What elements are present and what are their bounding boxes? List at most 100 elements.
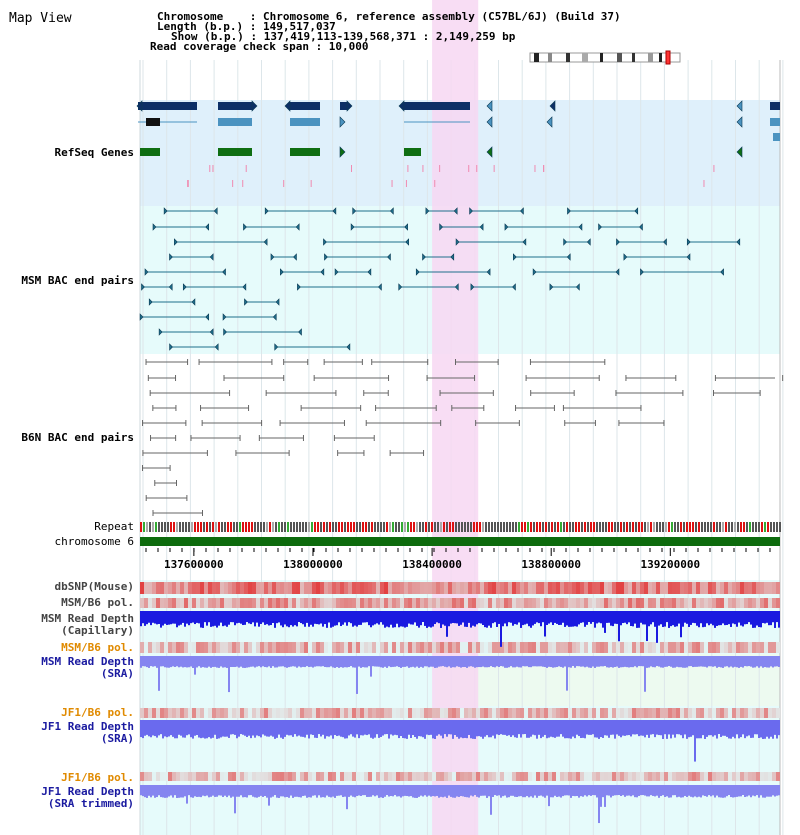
msm-depth-cap-bar — [354, 611, 356, 626]
dbsnp-heat-cell — [204, 582, 208, 594]
msm-depth-cap-bar — [412, 611, 414, 625]
jf1-pol2-heat-cell — [588, 772, 592, 781]
msm-depth-sra-bar — [350, 656, 352, 667]
jf1-depth-trim-bar — [484, 785, 486, 796]
jf1-depth-bar — [536, 720, 538, 739]
msm-depth-cap-bar — [184, 611, 186, 627]
msm-depth-cap-bar — [466, 611, 468, 627]
msm-depth-cap-bar — [288, 611, 290, 628]
repeat-element — [521, 522, 523, 532]
msm-depth-cap-bar — [518, 611, 520, 623]
msm-depth-cap-bar — [722, 611, 724, 624]
track-label-msm-bac[interactable]: MSM BAC end pairs — [21, 274, 134, 287]
msm-depth-cap-bar — [248, 611, 250, 624]
jf1-pol-heat-cell — [368, 708, 372, 718]
msm-depth-cap-bar — [200, 611, 202, 628]
msm-depth-sra-bar — [688, 656, 690, 667]
strand-arrow-icon — [634, 207, 639, 215]
repeat-element — [170, 522, 172, 532]
jf1-depth-trim-bar — [778, 785, 780, 796]
jf1-depth-trim-bar — [388, 785, 390, 797]
jf1-depth-trim-bar — [306, 785, 308, 798]
msm-depth-cap-bar — [442, 611, 444, 625]
msm-pol-sra-heat-cell — [660, 642, 664, 653]
jf1-depth-trim-bar — [414, 785, 416, 798]
jf1-depth-bar — [466, 720, 468, 739]
jf1-depth-bar — [312, 720, 314, 735]
repeat-element — [554, 522, 556, 532]
jf1-pol-heat-cell — [408, 708, 412, 718]
refseq-gene-green — [404, 148, 421, 156]
jf1-depth-trim-bar — [208, 785, 210, 798]
strand-arrow-icon — [136, 100, 143, 112]
msm-depth-sra-bar — [154, 656, 156, 667]
msm-pol-cap-heat-cell — [272, 598, 276, 608]
msm-depth-sra-bar — [344, 656, 346, 668]
dbsnp-heat-cell — [664, 582, 668, 594]
msm-pol-sra-heat-cell — [604, 642, 608, 653]
jf1-depth-bar — [520, 720, 522, 738]
dbsnp-heat-cell — [300, 582, 304, 594]
refseq-tick — [434, 180, 436, 187]
msm-depth-sra-bar — [246, 656, 248, 668]
track-label-refseq[interactable]: RefSeq Genes — [54, 146, 134, 159]
strand-arrow-icon — [404, 223, 408, 231]
msm-depth-sra-bar — [558, 656, 560, 667]
msm-depth-cap-bar — [582, 611, 584, 623]
msm-pol-cap-heat-cell — [428, 598, 432, 608]
dbsnp-heat-cell — [512, 582, 516, 594]
jf1-depth-bar — [372, 720, 374, 739]
msm-depth-sra-bar — [316, 656, 318, 667]
jf1-pol-heat-cell — [416, 708, 420, 718]
msm-depth-cap-bar — [144, 611, 146, 626]
msm-depth-cap-bar — [616, 611, 618, 624]
jf1-pol-heat-cell — [520, 708, 524, 718]
jf1-depth-trim-bar — [590, 785, 592, 796]
info-chromosome: Chromosome : Chromosome 6, reference ass… — [157, 10, 621, 23]
strand-arrow-icon — [513, 253, 517, 261]
jf1-pol2-heat-cell — [364, 772, 368, 781]
msm-pol-sra-heat-cell — [748, 642, 752, 653]
jf1-pol2-heat-cell — [256, 772, 260, 781]
msm-depth-sra-bar — [282, 656, 284, 667]
msm-depth-cap-bar — [418, 611, 420, 628]
msm-depth-cap-bar — [682, 611, 684, 627]
jf1-pol-heat-cell — [468, 708, 472, 718]
msm-depth-cap-bar — [612, 611, 614, 627]
strand-arrow-icon — [486, 268, 491, 276]
strand-arrow-icon — [222, 313, 227, 321]
msm-pol-cap-heat-cell — [764, 598, 768, 608]
jf1-depth-bar — [590, 720, 592, 735]
track-label-b6n-bac[interactable]: B6N BAC end pairs — [21, 431, 134, 444]
jf1-pol2-heat-cell — [212, 772, 216, 781]
jf1-depth-bar — [510, 720, 512, 737]
jf1-pol-heat-cell — [508, 708, 512, 718]
dbsnp-heat-cell — [432, 582, 436, 594]
jf1-depth-trim-bar — [446, 785, 448, 798]
msm-pol-sra-heat-cell — [516, 642, 520, 653]
jf1-depth-bar — [382, 720, 384, 736]
dbsnp-heat-cell — [704, 582, 708, 594]
jf1-depth-bar — [156, 720, 158, 738]
msm-depth-sra-bar — [432, 656, 434, 667]
msm-pol-cap-heat-cell — [152, 598, 156, 608]
msm-pol-cap-heat-cell — [664, 598, 668, 608]
strand-arrow-icon — [398, 283, 403, 291]
msm-depth-cap-bar — [140, 611, 142, 627]
repeat-element — [413, 522, 415, 532]
jf1-depth-bar — [532, 720, 534, 735]
jf1-depth-bar — [768, 720, 770, 739]
msm-pol-sra-heat-cell — [368, 642, 372, 653]
jf1-pol-heat-cell — [524, 708, 528, 718]
msm-depth-sra-bar — [580, 656, 582, 667]
msm-depth-cap-bar — [568, 611, 570, 627]
dbsnp-heat-cell — [588, 582, 592, 594]
jf1-depth-trim-bar — [280, 785, 282, 797]
dbsnp-heat-cell — [724, 582, 728, 594]
msm-depth-sra-bar — [626, 656, 628, 668]
msm-pol-sra-heat-cell — [704, 642, 708, 653]
jf1-depth-trim-bar — [614, 785, 616, 796]
msm-pol-sra-heat-cell — [388, 642, 392, 653]
repeat-element — [497, 522, 499, 532]
